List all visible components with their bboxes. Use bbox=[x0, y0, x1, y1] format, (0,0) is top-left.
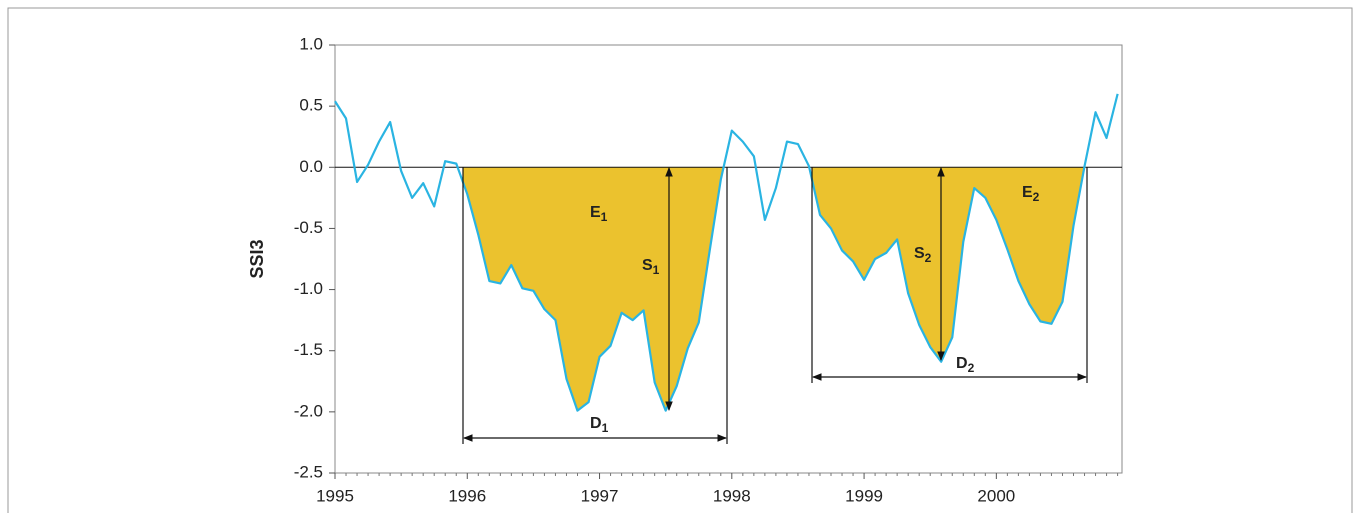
x-tick-label: 1999 bbox=[845, 486, 883, 505]
annotation: S1 bbox=[642, 257, 660, 277]
annotation: S2 bbox=[914, 245, 932, 265]
y-axis-label: SSI3 bbox=[247, 239, 267, 278]
x-tick-label: 1997 bbox=[581, 486, 619, 505]
annotation: D1 bbox=[590, 415, 609, 435]
y-tick-label: 1.0 bbox=[299, 34, 323, 53]
drought-area bbox=[463, 167, 1087, 411]
x-tick-label: 1995 bbox=[316, 486, 354, 505]
line bbox=[334, 93, 1119, 412]
y-tick-label: 0.0 bbox=[299, 157, 323, 176]
plot-area: 1.0 0.5 0.0 -0.5 -1.0 -1.5 -2.0 -2.5 1995 1996 199… bbox=[294, 34, 1123, 505]
y-tick-label: -2.0 bbox=[294, 401, 323, 420]
y-tick-label: -2.5 bbox=[294, 462, 323, 481]
drought-events bbox=[463, 167, 1087, 411]
y-tick-label: -1.5 bbox=[294, 340, 323, 359]
x-tick-label: 1998 bbox=[713, 486, 751, 505]
y-tick-label: -0.5 bbox=[294, 218, 323, 237]
annotations: E1 S1 D1 E2 S2 D2 bbox=[462, 167, 1088, 444]
y-tick-label: 0.5 bbox=[299, 96, 323, 115]
annotation: E1 bbox=[590, 204, 608, 224]
y-tick-label: -1.0 bbox=[294, 279, 323, 298]
plot-frame bbox=[334, 44, 1123, 474]
x-tick-label: 2000 bbox=[977, 486, 1015, 505]
annotation: D2 bbox=[956, 355, 975, 375]
annotation: E2 bbox=[1022, 184, 1040, 204]
x-tick-label: 1996 bbox=[448, 486, 486, 505]
frame bbox=[7, 7, 1353, 513]
